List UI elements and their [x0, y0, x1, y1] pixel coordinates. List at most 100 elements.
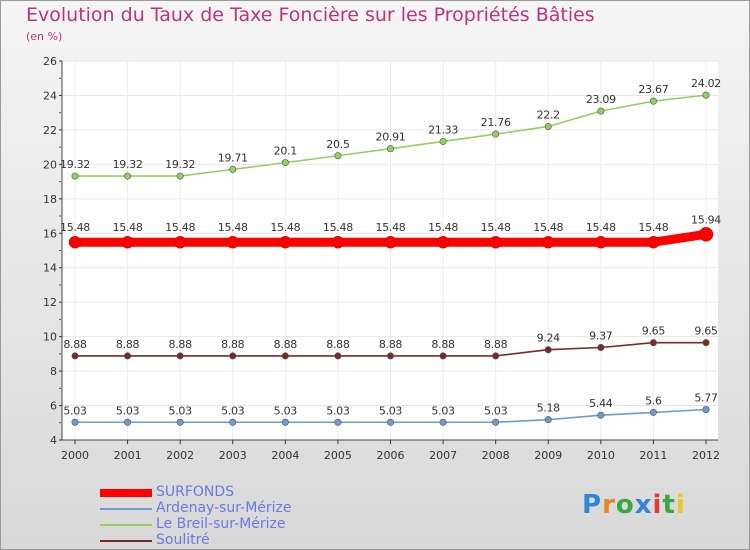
- series-point: [386, 418, 394, 426]
- data-label: 15.48: [218, 221, 248, 234]
- series-point: [597, 107, 605, 115]
- legend-label: Soulitré: [156, 532, 210, 548]
- data-label: 15.48: [270, 221, 300, 234]
- series-point: [71, 418, 79, 426]
- data-label: 5.03: [169, 404, 193, 417]
- data-label: 21.76: [481, 116, 511, 129]
- data-label: 15.48: [533, 221, 563, 234]
- data-label: 15.48: [165, 221, 195, 234]
- series-point: [176, 172, 184, 180]
- series-point: [229, 165, 237, 173]
- series-point: [176, 352, 184, 360]
- data-label: 5.03: [379, 404, 403, 417]
- data-label: 5.03: [484, 404, 508, 417]
- series-point: [489, 235, 502, 249]
- series-point: [702, 91, 710, 99]
- data-label: 23.67: [638, 83, 668, 96]
- data-label: 8.88: [63, 338, 87, 351]
- data-label: 8.88: [431, 338, 455, 351]
- series-point: [492, 418, 500, 426]
- series-point: [334, 152, 342, 160]
- data-label: 5.03: [221, 404, 245, 417]
- series-point: [439, 418, 447, 426]
- chart-subtitle: (en %): [26, 30, 63, 43]
- legend-label: Le Breil-sur-Mérize: [156, 516, 286, 532]
- series-point: [124, 172, 132, 180]
- series-point: [386, 145, 394, 153]
- y-tick-label: 10: [43, 331, 57, 344]
- y-tick-label: 8: [50, 365, 57, 378]
- y-tick-label: 16: [43, 227, 57, 240]
- data-label: 15.48: [376, 221, 406, 234]
- series-point: [698, 227, 714, 242]
- series-point: [544, 122, 552, 130]
- series-point: [331, 235, 345, 249]
- data-label: 19.32: [165, 158, 195, 171]
- chart-title: Evolution du Taux de Taxe Foncière sur l…: [26, 4, 595, 26]
- series-point: [124, 418, 132, 426]
- series-point: [597, 343, 605, 351]
- series-point: [229, 352, 237, 360]
- series-point: [492, 352, 500, 360]
- series-point: [121, 235, 134, 249]
- data-label: 19.71: [218, 151, 248, 164]
- data-label: 5.44: [589, 397, 613, 410]
- x-tick-label: 2010: [587, 449, 615, 462]
- proxiti-logo: Proxiti: [582, 490, 686, 520]
- series-point: [647, 235, 660, 249]
- data-label: 5.03: [431, 404, 455, 417]
- legend-swatch: [100, 508, 152, 510]
- series-point: [334, 418, 342, 426]
- data-label: 15.48: [113, 221, 143, 234]
- data-label: 5.6: [645, 394, 662, 407]
- x-tick-label: 2001: [114, 449, 142, 462]
- series-point: [71, 172, 79, 180]
- series-layer: [68, 91, 714, 426]
- y-tick-label: 26: [43, 55, 57, 68]
- y-tick-label: 12: [43, 296, 57, 309]
- series-point: [439, 137, 447, 145]
- y-tick-label: 14: [43, 262, 57, 275]
- series-point: [229, 418, 237, 426]
- data-label: 5.03: [326, 404, 350, 417]
- x-tick-label: 2009: [534, 449, 562, 462]
- series-point: [702, 406, 710, 414]
- series-point: [124, 352, 132, 360]
- legend-swatch: [100, 540, 152, 542]
- logo-letter: i: [652, 490, 663, 520]
- data-label: 15.48: [323, 221, 353, 234]
- series-point: [649, 339, 657, 347]
- x-tick-label: 2004: [271, 449, 299, 462]
- data-label: 8.88: [221, 338, 245, 351]
- data-label: 23.09: [586, 93, 616, 106]
- logo-letter: x: [634, 490, 653, 520]
- series-point: [649, 408, 657, 416]
- data-label: 19.32: [113, 158, 143, 171]
- data-label: 8.88: [484, 338, 508, 351]
- y-tick-label: 4: [50, 434, 57, 447]
- data-label: 8.88: [169, 338, 193, 351]
- legend-swatch: [100, 489, 152, 497]
- data-label: 15.48: [586, 221, 616, 234]
- series-point: [281, 159, 289, 167]
- x-tick-label: 2012: [692, 449, 720, 462]
- series-point: [597, 411, 605, 419]
- grid-layer: [62, 60, 718, 441]
- series-point: [281, 352, 289, 360]
- axis-layer: 4 6 8 10 12 14 16 18 20 22 24 26 2000 2001 2002 2003 200…: [43, 55, 720, 462]
- data-label: 5.03: [63, 404, 87, 417]
- legend-swatch: [100, 524, 152, 526]
- series-point: [279, 235, 292, 249]
- series-point: [226, 235, 239, 249]
- data-label: 15.94: [691, 213, 721, 226]
- series-point: [544, 416, 552, 424]
- y-tick-label: 22: [43, 124, 57, 137]
- y-tick-label: 18: [43, 193, 57, 206]
- x-tick-label: 2005: [324, 449, 352, 462]
- series-point: [68, 235, 82, 249]
- y-tick-label: 20: [43, 158, 57, 171]
- data-label: 24.02: [691, 77, 721, 90]
- data-label: 8.88: [274, 338, 298, 351]
- logo-letter: o: [615, 490, 635, 520]
